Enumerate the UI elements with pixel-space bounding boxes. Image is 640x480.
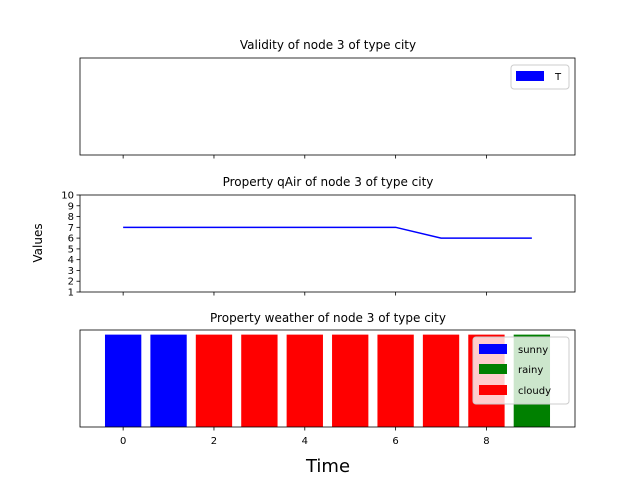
qair-y-tick-label: 10 — [61, 191, 74, 202]
qair-y-tick-label: 4 — [68, 255, 74, 266]
weather-legend-swatch-rainy — [479, 364, 507, 374]
validity-title: Validity of node 3 of type city — [240, 38, 416, 52]
weather-legend-label-rainy: rainy — [518, 365, 543, 376]
weather-bar-cloudy — [241, 334, 278, 427]
weather-bar-sunny — [150, 334, 187, 427]
qair-panel: Property qAir of node 3 of type city Val… — [31, 175, 576, 299]
validity-legend-swatch-t — [516, 71, 544, 81]
qair-y-tick-label: 1 — [68, 288, 74, 299]
weather-plot-frame — [79, 329, 576, 428]
weather-bar-cloudy — [286, 334, 323, 427]
weather-bar-cloudy — [332, 334, 369, 427]
qair-y-tick-label: 6 — [68, 234, 74, 245]
qair-y-tick-label: 8 — [68, 212, 74, 223]
validity-legend-label-t: T — [554, 72, 562, 83]
qair-y-tick-label: 7 — [68, 223, 74, 234]
qair-series-line — [123, 226, 532, 239]
weather-bar-sunny — [104, 334, 142, 427]
validity-panel: Validity of node 3 of type city T — [79, 38, 576, 159]
weather-bar-cloudy — [422, 334, 460, 427]
weather-title: Property weather of node 3 of type city — [210, 311, 446, 325]
weather-bar-cloudy — [195, 334, 233, 427]
weather-legend-swatch-sunny — [479, 344, 507, 354]
weather-x-tick-label: 8 — [483, 436, 489, 447]
weather-x-tick-label: 4 — [302, 436, 308, 447]
weather-legend-label-cloudy: cloudy — [518, 386, 551, 397]
qair-y-tick-label: 2 — [68, 277, 74, 288]
weather-legend-label-sunny: sunny — [518, 345, 548, 356]
weather-legend: sunny rainy cloudy — [472, 336, 570, 405]
validity-plot-frame — [79, 57, 576, 156]
weather-x-tick-label: 6 — [392, 436, 398, 447]
qair-title: Property qAir of node 3 of type city — [223, 175, 434, 189]
qair-plot-frame — [79, 194, 576, 293]
qair-y-tick-label: 5 — [68, 244, 74, 255]
weather-x-axis-label: Time — [305, 456, 350, 477]
weather-x-tick-label: 2 — [211, 436, 217, 447]
qair-x-ticks — [122, 292, 487, 296]
qair-y-axis-label: Values — [31, 223, 45, 262]
weather-panel: Property weather of node 3 of type city … — [79, 311, 576, 477]
validity-x-ticks — [122, 155, 487, 159]
weather-x-ticks: 0 2 4 6 8 — [120, 427, 490, 447]
weather-bars — [104, 334, 551, 427]
qair-y-tick-label: 3 — [68, 266, 74, 277]
validity-legend: T — [510, 64, 570, 90]
weather-bar-cloudy — [377, 334, 414, 427]
qair-y-tick-label: 9 — [68, 201, 74, 212]
weather-x-tick-label: 0 — [120, 436, 126, 447]
weather-legend-swatch-cloudy — [479, 385, 507, 395]
